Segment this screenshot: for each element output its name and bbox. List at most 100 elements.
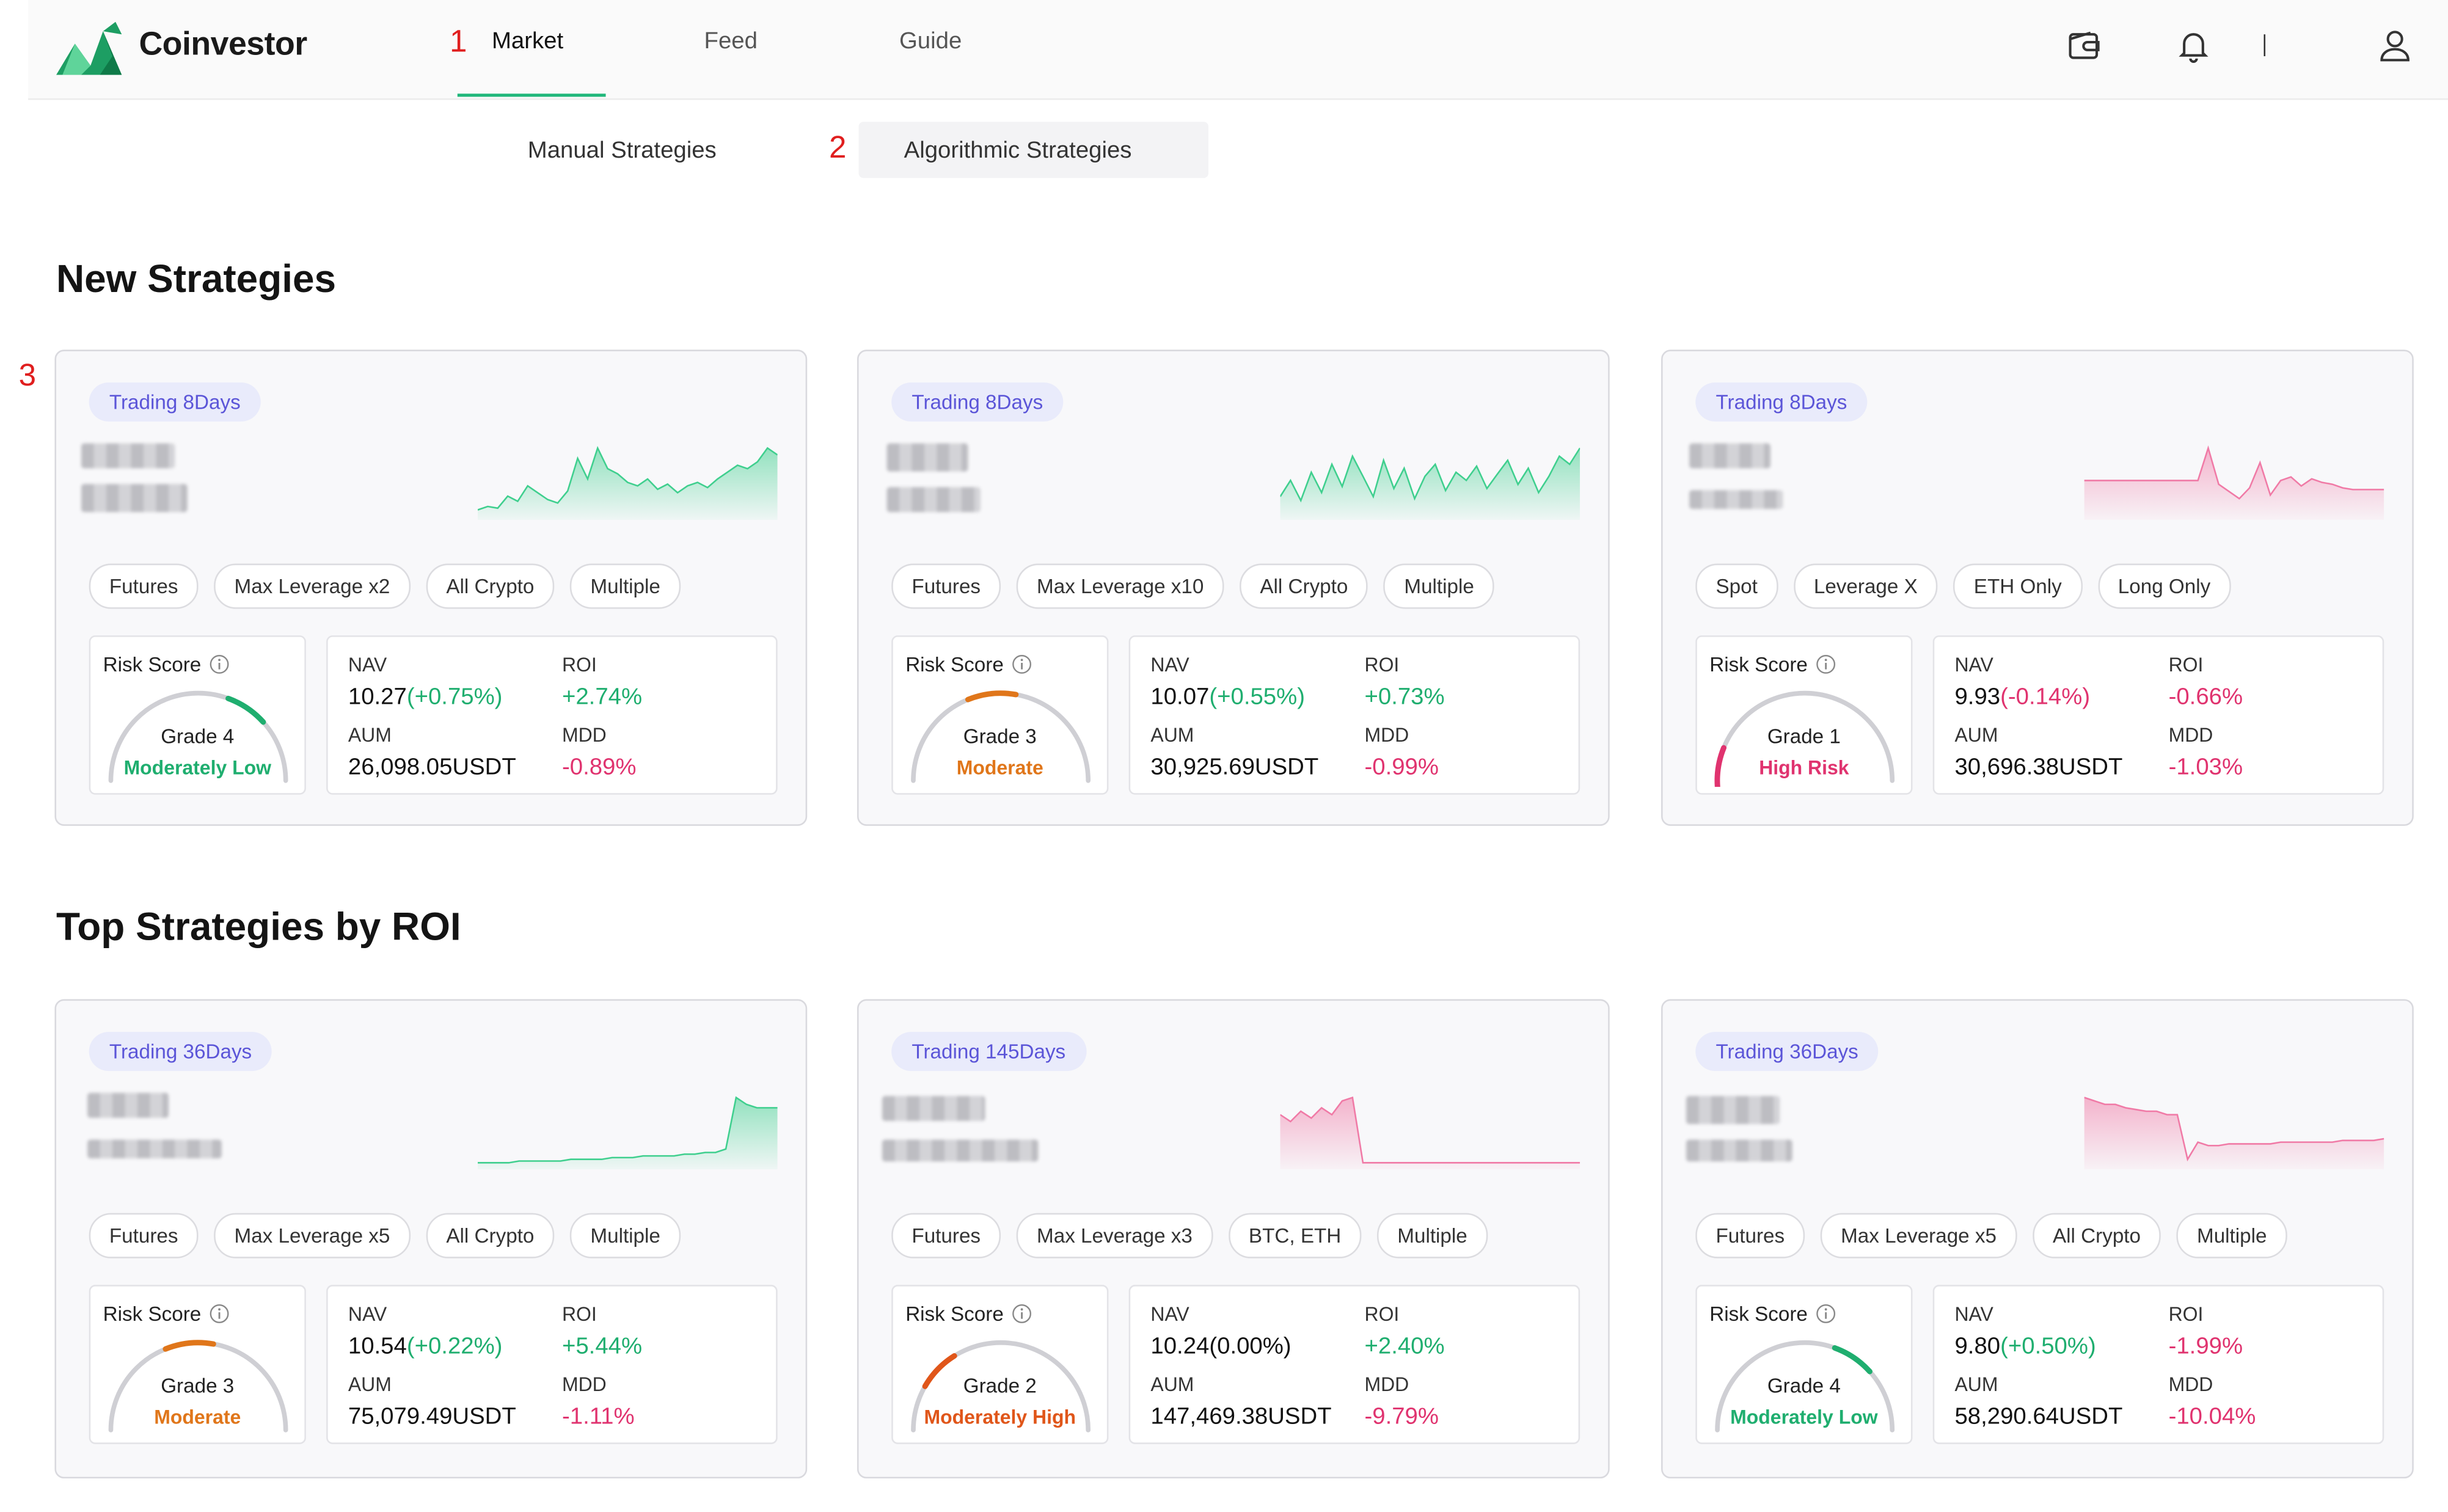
risk-gauge — [1714, 690, 1895, 787]
strategy-card[interactable]: Trading 145Days Futures Max Leverage x3 BT… — [857, 999, 1610, 1479]
risk-grade: Grade 2 — [963, 1373, 1037, 1398]
aum-label: AUM — [348, 724, 392, 747]
redacted-strategy-name — [886, 443, 968, 472]
risk-score-title: Risk Score — [1709, 652, 1808, 676]
strategy-card[interactable]: Trading 36Days Futures Max Leverage x5 All… — [54, 999, 808, 1479]
risk-grade: Grade 4 — [1767, 1373, 1841, 1398]
performance-sparkline — [477, 446, 778, 520]
info-icon[interactable] — [209, 1304, 229, 1324]
subtab-algorithmic-strategies-label[interactable]: Algorithmic Strategies — [904, 137, 1132, 164]
mdd-value: -0.99% — [1364, 754, 1439, 781]
risk-gauge — [911, 690, 1091, 783]
brand-name[interactable]: Coinvestor — [139, 26, 307, 63]
strategy-card[interactable]: Trading 36Days Futures Max Leverage x5 All… — [1661, 999, 2414, 1479]
info-icon[interactable] — [1816, 1304, 1836, 1324]
strategy-tags: Futures Max Leverage x5 All Crypto Multiple — [1695, 1213, 2287, 1258]
risk-label: Moderately Low — [1730, 1406, 1878, 1429]
mdd-value: -0.89% — [561, 754, 637, 781]
coinvestor-logo-icon[interactable] — [56, 21, 122, 75]
strategy-tag: Futures — [891, 1213, 1001, 1258]
strategy-tag: Multiple — [1377, 1213, 1488, 1258]
trading-days-badge: Trading 8Days — [891, 382, 1064, 422]
roi-label: ROI — [561, 1303, 597, 1326]
strategy-tag: Futures — [1695, 1213, 1805, 1258]
nav-value: 9.93(-0.14%) — [1954, 684, 2091, 710]
risk-score-title: Risk Score — [103, 652, 202, 676]
info-icon[interactable] — [1012, 1304, 1032, 1324]
risk-label: Moderate — [154, 1406, 241, 1429]
metrics-panel: NAV 9.93(-0.14%) ROI -0.66% AUM 30,696.3… — [1932, 635, 2384, 795]
nav-guide[interactable]: Guide — [899, 27, 962, 55]
info-icon[interactable] — [209, 654, 229, 674]
strategy-tag: Leverage X — [1793, 563, 1938, 609]
risk-score-panel: Risk Score Grade 3 Moderate — [89, 1285, 306, 1444]
aum-value: 30,696.38USDT — [1954, 754, 2123, 781]
risk-grade: Grade 4 — [161, 724, 235, 748]
nav-label: NAV — [1954, 654, 1993, 676]
mdd-value: -1.11% — [561, 1403, 635, 1430]
aum-label: AUM — [1150, 1373, 1194, 1396]
risk-score-panel: Risk Score Grade 4 Moderately Low — [89, 635, 306, 795]
subtab-algorithmic-strategies[interactable] — [858, 122, 1208, 178]
aum-label: AUM — [1954, 1373, 1998, 1396]
strategy-tag: Max Leverage x2 — [214, 563, 411, 609]
wallet-icon[interactable] — [2066, 26, 2103, 64]
risk-score-panel: Risk Score Grade 1 High Risk — [1695, 635, 1913, 795]
nav-feed[interactable]: Feed — [704, 27, 758, 55]
roi-label: ROI — [2168, 1303, 2204, 1326]
risk-label: Moderately Low — [123, 757, 271, 780]
annotation-marker: 2 — [828, 131, 847, 166]
subtab-manual-strategies[interactable]: Manual Strategies — [527, 137, 717, 164]
strategy-tags: Futures Max Leverage x2 All Crypto Multiple — [89, 563, 681, 609]
risk-gauge — [911, 1340, 1091, 1433]
redacted-strategy-name — [1689, 443, 1770, 469]
strategy-tag: Futures — [891, 563, 1001, 609]
performance-sparkline — [2084, 445, 2384, 520]
roi-value: +0.73% — [1364, 684, 1445, 710]
section-title-top-strategies: Top Strategies by ROI — [56, 905, 461, 949]
strategy-card[interactable]: Trading 8Days Futures Max Leverage x10 All… — [857, 349, 1610, 826]
strategy-tags: Spot Leverage X ETH Only Long Only — [1695, 563, 2231, 609]
section-title-new-strategies: New Strategies — [56, 257, 337, 302]
bell-icon[interactable] — [2175, 26, 2212, 64]
strategy-card[interactable]: Trading 8Days Futures Max Leverage x2 All … — [54, 349, 808, 826]
annotation-marker: 1 — [449, 24, 467, 60]
trading-days-badge: Trading 8Days — [89, 382, 261, 422]
redacted-strategy-name — [886, 487, 981, 513]
strategy-tag: Multiple — [1384, 563, 1495, 609]
nav-market[interactable]: Market — [491, 27, 564, 55]
aum-value: 30,925.69USDT — [1150, 754, 1319, 781]
strategy-tag: All Crypto — [426, 1213, 555, 1258]
strategy-tag: All Crypto — [1240, 563, 1368, 609]
roi-label: ROI — [2168, 654, 2204, 676]
strategy-card[interactable]: Trading 8Days Spot Leverage X ETH Only Long… — [1661, 349, 2414, 826]
strategy-tags: Futures Max Leverage x3 BTC, ETH Multiple — [891, 1213, 1488, 1258]
nav-value: 10.27(+0.75%) — [348, 684, 503, 710]
strategy-tags: Futures Max Leverage x10 All Crypto Multipl… — [891, 563, 1495, 609]
risk-gauge — [108, 690, 288, 783]
user-icon[interactable] — [2376, 26, 2413, 64]
aum-label: AUM — [1954, 724, 1998, 747]
strategy-tag: Spot — [1695, 563, 1778, 609]
aum-value: 26,098.05USDT — [348, 754, 516, 781]
info-icon[interactable] — [1816, 654, 1836, 674]
nav-label: NAV — [1150, 654, 1189, 676]
redacted-strategy-name — [1686, 1139, 1792, 1162]
strategy-tag: Multiple — [570, 1213, 681, 1258]
nav-change: (+0.22%) — [406, 1333, 503, 1360]
info-icon[interactable] — [1012, 654, 1032, 674]
header-separator — [2263, 34, 2266, 56]
strategy-tag: Multiple — [2176, 1213, 2287, 1258]
strategy-tag: All Crypto — [426, 563, 555, 609]
risk-score-title: Risk Score — [905, 652, 1004, 676]
nav-label: NAV — [1150, 1303, 1189, 1326]
performance-sparkline — [477, 1096, 778, 1170]
roi-value: +5.44% — [561, 1333, 643, 1360]
nav-active-underline — [457, 93, 606, 97]
roi-value: -0.66% — [2168, 684, 2243, 710]
aum-label: AUM — [1150, 724, 1194, 747]
risk-score-title: Risk Score — [103, 1302, 202, 1326]
strategy-tag: Max Leverage x3 — [1016, 1213, 1213, 1258]
metrics-panel: NAV 9.80(+0.50%) ROI -1.99% AUM 58,290.6… — [1932, 1285, 2384, 1444]
